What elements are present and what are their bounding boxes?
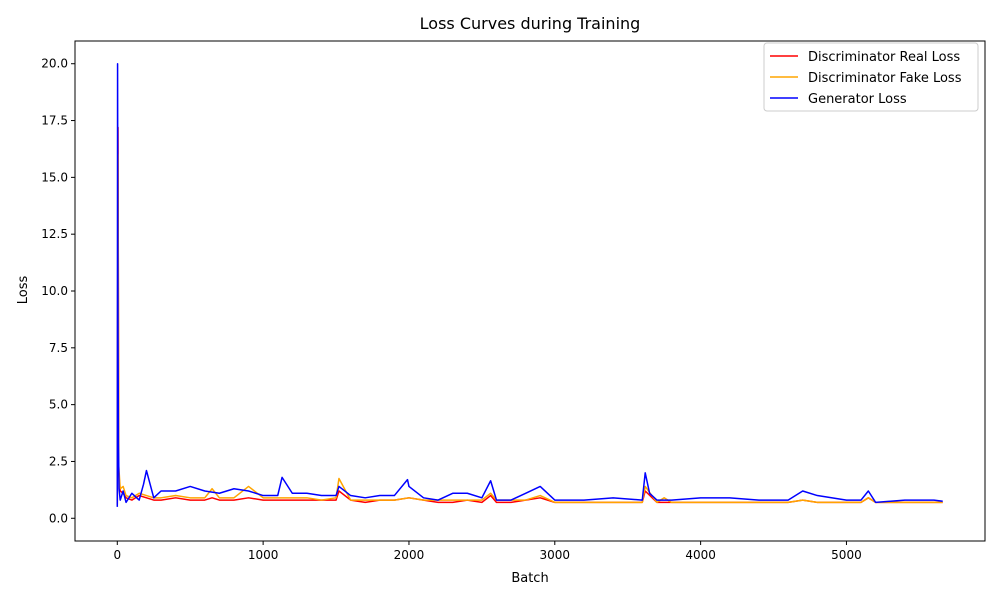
- legend-entry-fake-loss: Discriminator Fake Loss: [808, 71, 962, 86]
- plot-frame: [74, 40, 986, 542]
- x-tick-label: 3000: [540, 548, 571, 562]
- x-tick-label: 2000: [394, 548, 425, 562]
- x-tick-label: 5000: [831, 548, 862, 562]
- legend-entry-generator-loss: Generator Loss: [808, 92, 907, 107]
- y-tick-label: 15.0: [41, 170, 68, 184]
- legend-box: [763, 42, 979, 112]
- y-tick-label: 10.0: [41, 284, 68, 298]
- y-tick-label: 7.5: [49, 341, 68, 355]
- y-tick-label: 20.0: [41, 57, 68, 71]
- chart-title: Loss Curves during Training: [420, 14, 641, 33]
- y-tick-label: 2.5: [49, 454, 68, 468]
- plot-lines: [116, 62, 943, 507]
- y-tick-label: 17.5: [41, 114, 68, 128]
- y-tick-label: 0.0: [49, 511, 68, 525]
- x-axis-ticks: 0 1000 2000 3000 4000 5000: [113, 541, 862, 562]
- series-line-2: [116, 62, 943, 507]
- series-line-1: [116, 153, 943, 504]
- x-axis-label: Batch: [511, 571, 548, 586]
- y-tick-label: 12.5: [41, 227, 68, 241]
- y-tick-label: 5.0: [49, 398, 68, 412]
- series-line-0: [116, 126, 943, 505]
- x-tick-label: 0: [113, 548, 121, 562]
- x-tick-label: 4000: [685, 548, 716, 562]
- y-axis-label: Loss: [16, 276, 31, 305]
- y-axis-ticks: 0.0 2.5 5.0 7.5 10.0 12.5 15.0 17.5 20.0: [41, 57, 75, 525]
- x-tick-label: 1000: [248, 548, 279, 562]
- legend: Discriminator Real Loss Discriminator Fa…: [763, 42, 979, 112]
- legend-entry-real-loss: Discriminator Real Loss: [808, 50, 960, 65]
